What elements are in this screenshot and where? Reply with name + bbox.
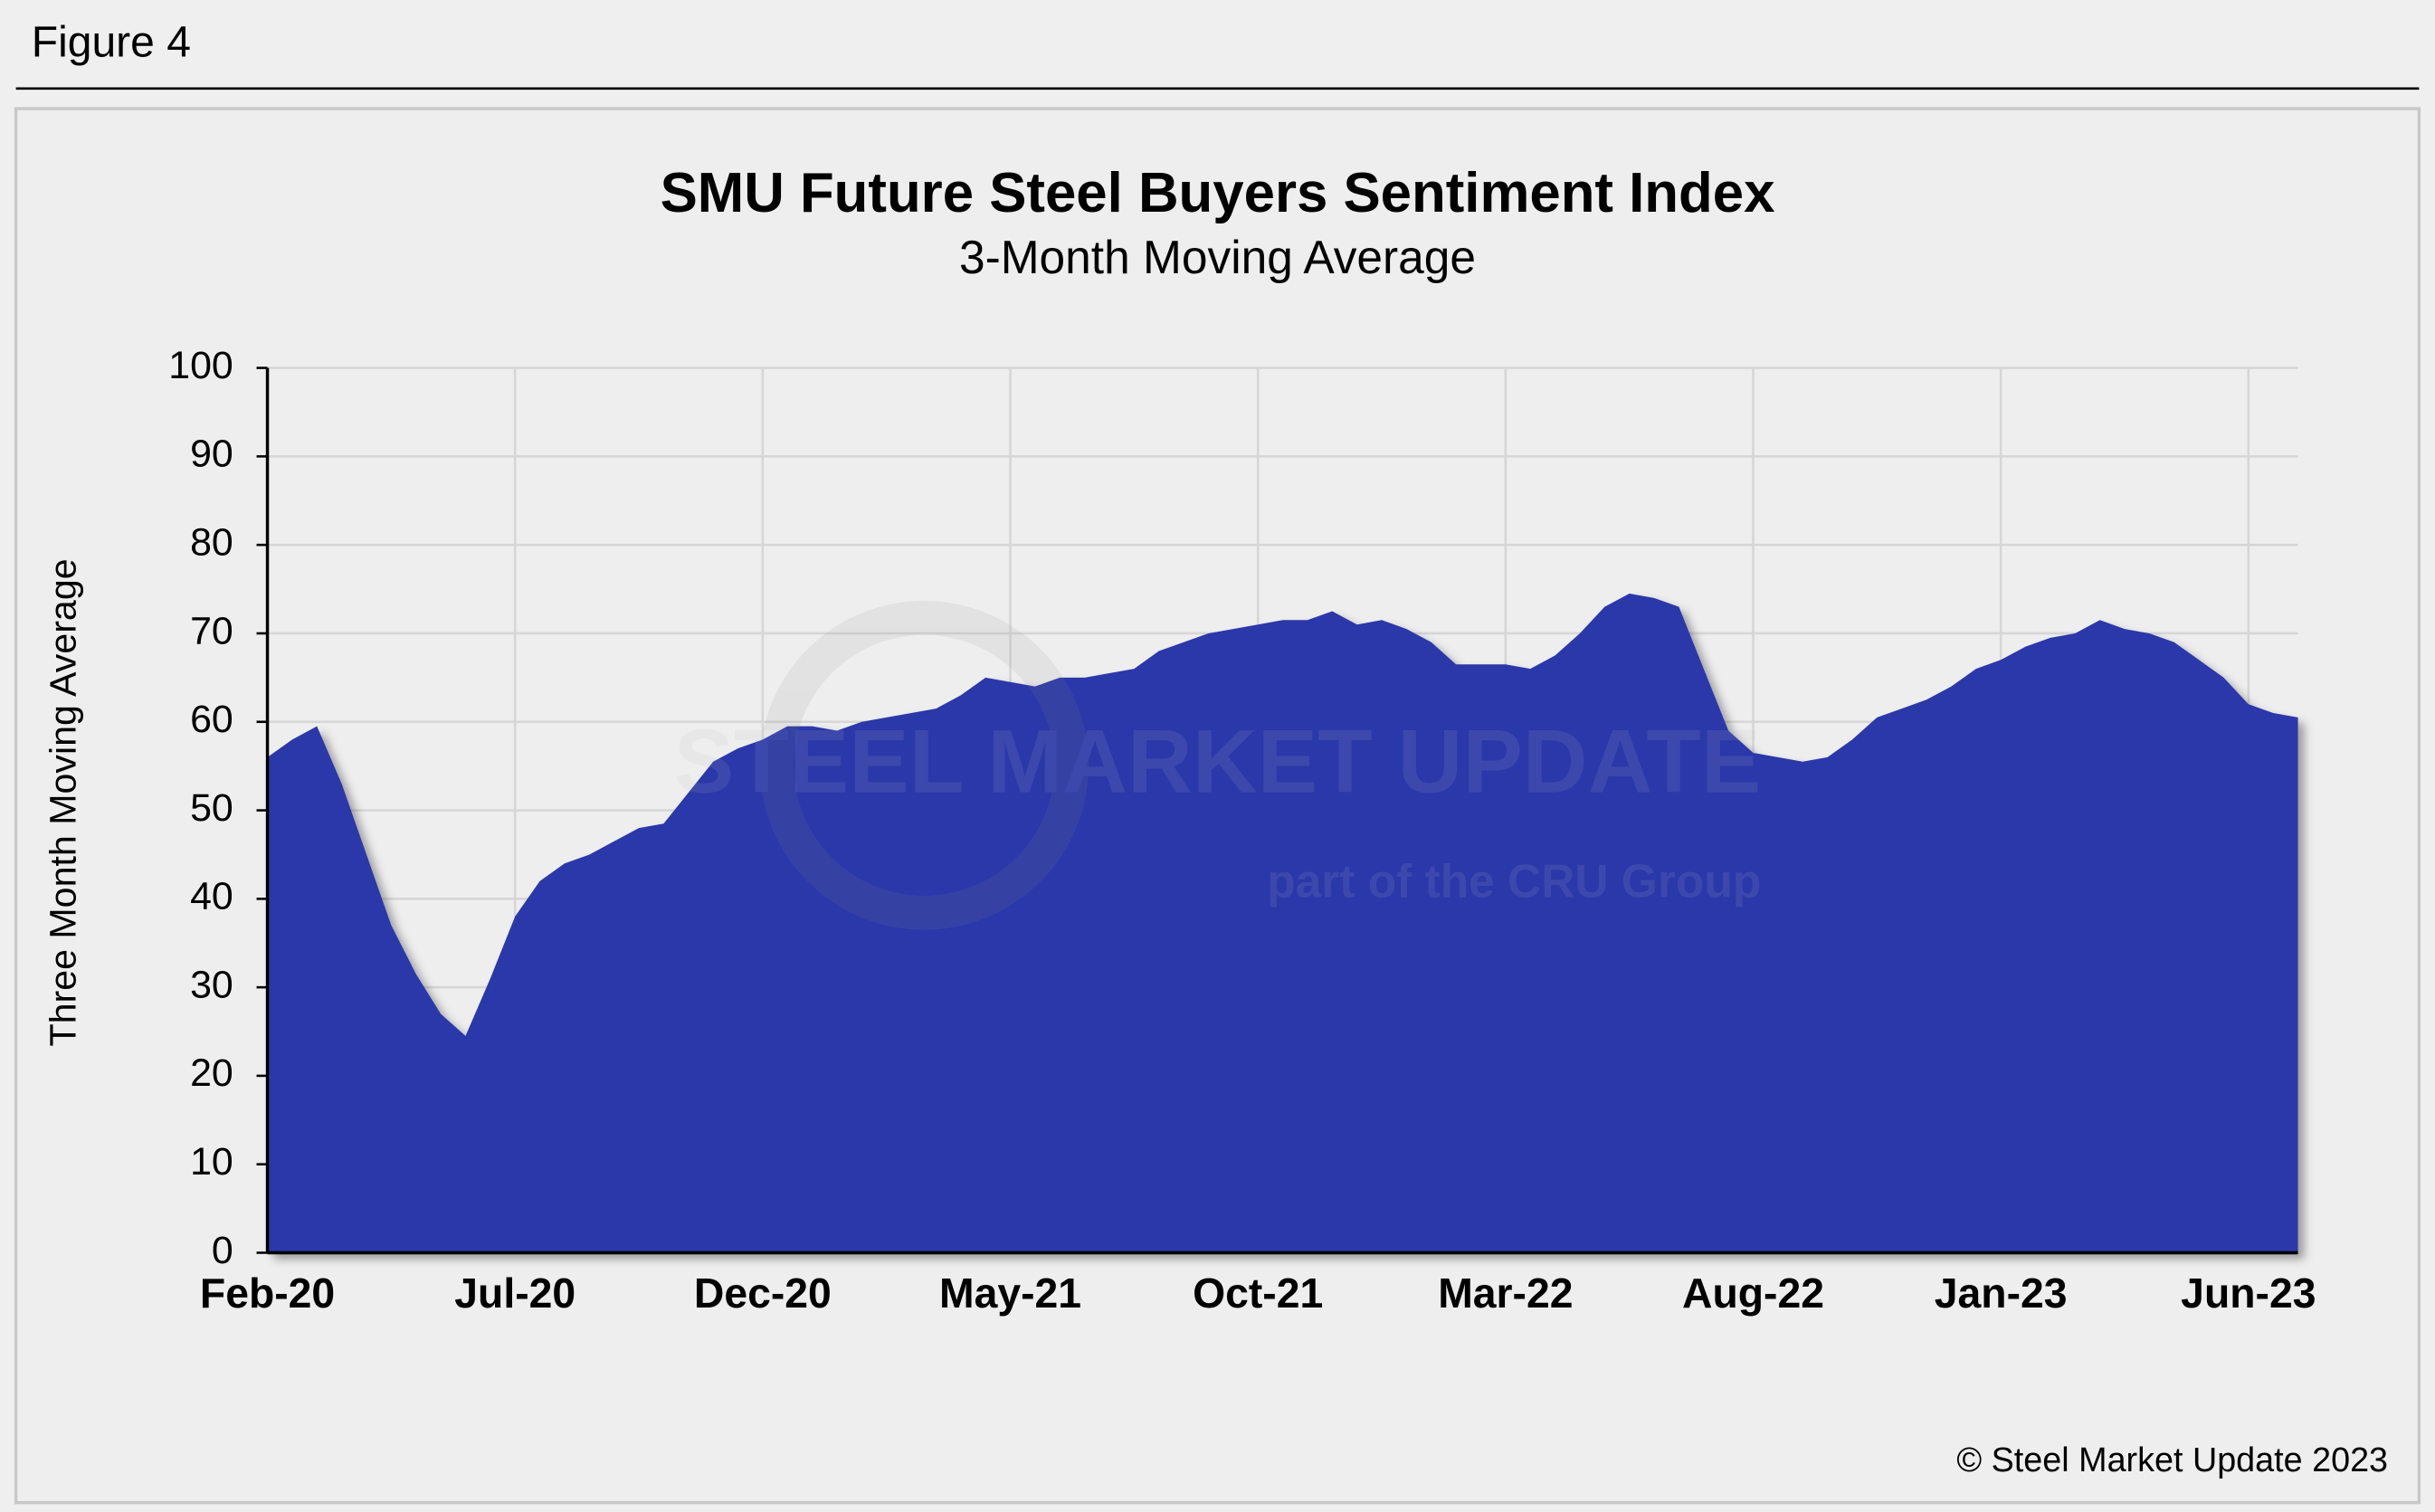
x-tick-label: Aug-22 xyxy=(1682,1270,1824,1317)
x-tick-label: Feb-20 xyxy=(200,1270,335,1317)
y-tick-label: 90 xyxy=(190,433,233,476)
copyright: © Steel Market Update 2023 xyxy=(1956,1441,2388,1479)
y-tick-label: 80 xyxy=(190,521,233,565)
area xyxy=(267,593,2298,1253)
y-tick-label: 0 xyxy=(212,1229,233,1272)
watermark-brand: STEEL MARKET UPDATE xyxy=(674,712,1761,813)
y-tick-label: 60 xyxy=(190,698,233,741)
figure-label: Figure 4 xyxy=(32,18,191,66)
y-tick-label: 10 xyxy=(190,1140,233,1184)
y-tick-label: 50 xyxy=(190,786,233,830)
x-tick-label: Dec-20 xyxy=(694,1270,832,1317)
x-tick-label: Jun-23 xyxy=(2181,1270,2316,1317)
y-tick-label: 40 xyxy=(190,875,233,918)
watermark: STEEL MARKET UPDATE part of the CRU Grou… xyxy=(674,600,1761,930)
y-tick-label: 70 xyxy=(190,609,233,652)
x-tick-label: Jan-23 xyxy=(1935,1270,2068,1317)
axes: 0 10 20 30 40 50 60 70 80 90 100 Feb-20 Jul-20 Dec-20… xyxy=(168,344,2316,1317)
marks xyxy=(267,593,2298,1253)
x-tick-label: Mar-22 xyxy=(1438,1270,1573,1317)
x-tick-label: May-21 xyxy=(939,1270,1081,1317)
watermark-tagline: part of the CRU Group xyxy=(1267,854,1761,907)
x-tick-label: Oct-21 xyxy=(1193,1270,1323,1317)
chart-title: SMU Future Steel Buyers Sentiment Index xyxy=(661,162,1775,224)
chart-subtitle: 3-Month Moving Average xyxy=(959,231,1476,283)
y-tick-label: 100 xyxy=(168,344,233,387)
y-axis-label: Three Month Moving Average xyxy=(42,558,83,1046)
y-tick-label: 30 xyxy=(190,963,233,1006)
watermark-logo xyxy=(759,600,1089,930)
y-tick-label: 20 xyxy=(190,1051,233,1095)
x-tick-label: Jul-20 xyxy=(454,1270,575,1317)
